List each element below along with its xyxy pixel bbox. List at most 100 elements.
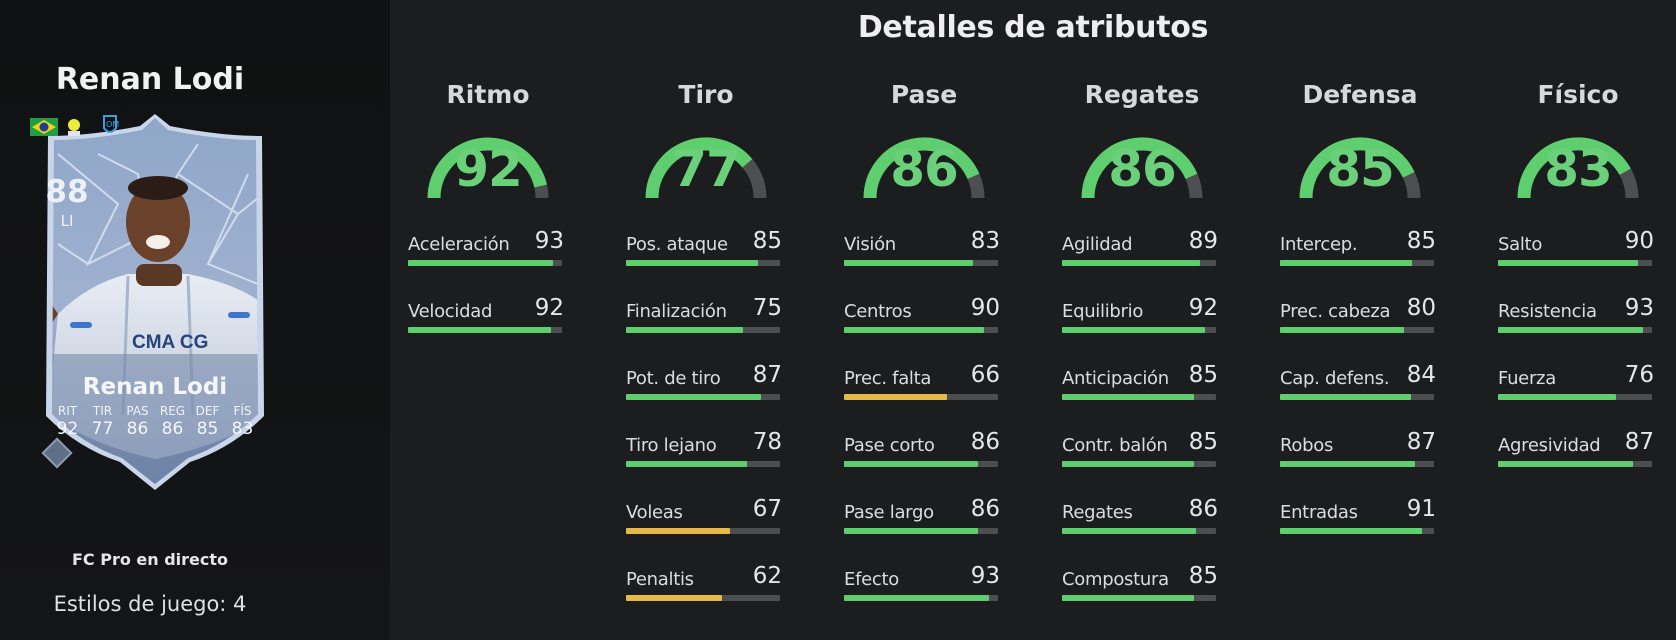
- attribute-bar-fill: [408, 327, 552, 333]
- gauge-fill: [1517, 137, 1631, 199]
- attribute-bar-track: [1062, 595, 1216, 601]
- attribute-bar-fill: [1062, 595, 1195, 601]
- attribute-row: Pase largo 86: [844, 496, 1004, 546]
- attribute-value: 78: [752, 429, 782, 455]
- attribute-row: Intercep. 85: [1280, 228, 1440, 278]
- card-stat-value: 85: [196, 419, 219, 439]
- attribute-row: Tiro lejano 78: [626, 429, 786, 479]
- attribute-value: 85: [752, 228, 782, 254]
- attribute-bar-track: [1498, 461, 1652, 467]
- attribute-label: Equilibrio: [1062, 301, 1144, 322]
- attribute-label: Anticipación: [1062, 368, 1169, 389]
- attribute-value: 87: [1624, 429, 1654, 455]
- category-value: 77: [672, 140, 741, 198]
- attribute-bar-fill: [1280, 394, 1411, 400]
- attribute-value: 86: [1188, 496, 1218, 522]
- card-stat: FÍS 83: [225, 404, 260, 439]
- attribute-bar-fill: [1280, 528, 1422, 534]
- attribute-value: 84: [1406, 362, 1436, 388]
- attribute-bar-fill: [1498, 461, 1634, 467]
- attribute-row: Regates 86: [1062, 496, 1222, 546]
- attribute-bar-track: [408, 260, 562, 266]
- attribute-label: Finalización: [626, 301, 727, 322]
- attribute-label: Prec. falta: [844, 368, 932, 389]
- player-card[interactable]: CMA CG 88 LI Renan Lodi RIT 92 TIR 77 PAS 8…: [28, 114, 282, 492]
- attribute-bar-fill: [626, 595, 723, 601]
- card-stat: TIR 77: [85, 404, 120, 439]
- category-defensa: Defensa 85: [1280, 80, 1440, 200]
- attribute-bar-track: [844, 260, 998, 266]
- attribute-value: 89: [1188, 228, 1218, 254]
- card-player-name: Renan Lodi: [82, 374, 228, 400]
- attribute-bar-track: [626, 394, 780, 400]
- category-name: Regates: [1084, 80, 1200, 109]
- player-summary-panel: Renan Lodi: [0, 0, 390, 640]
- attribute-bar-track: [626, 260, 780, 266]
- attribute-value: 85: [1188, 429, 1218, 455]
- attribute-row: Agresividad 87: [1498, 429, 1658, 479]
- attribute-label: Penaltis: [626, 569, 694, 590]
- category-value: 86: [890, 140, 959, 198]
- card-stat: RIT 92: [50, 404, 85, 439]
- category-gauge: 86: [1062, 114, 1222, 200]
- attribute-bar-track: [626, 327, 780, 333]
- attribute-row: Velocidad 92: [408, 295, 568, 345]
- card-stat-label: RIT: [57, 404, 78, 418]
- attribute-value: 91: [1406, 496, 1436, 522]
- attribute-bar-fill: [844, 327, 984, 333]
- attribute-label: Pos. ataque: [626, 234, 728, 255]
- attribute-label: Regates: [1062, 502, 1133, 523]
- category-name: Defensa: [1302, 80, 1418, 109]
- nation-flag-icon: [30, 118, 58, 136]
- attribute-value: 92: [1188, 295, 1218, 321]
- attribute-row: Aceleración 93: [408, 228, 568, 278]
- attribute-row: Equilibrio 92: [1062, 295, 1222, 345]
- attribute-row: Pase corto 86: [844, 429, 1004, 479]
- attribute-bar-track: [844, 327, 998, 333]
- attribute-bar-fill: [626, 528, 731, 534]
- attribute-label: Velocidad: [408, 301, 493, 322]
- attribute-bar-fill: [408, 260, 553, 266]
- attribute-label: Pase largo: [844, 502, 934, 523]
- category-gauge: 77: [626, 114, 786, 200]
- attribute-row: Efecto 93: [844, 563, 1004, 613]
- attribute-bar-track: [1498, 394, 1652, 400]
- attribute-row: Robos 87: [1280, 429, 1440, 479]
- attribute-value: 75: [752, 295, 782, 321]
- attribute-value: 66: [970, 362, 1000, 388]
- attribute-bar-fill: [844, 461, 978, 467]
- attribute-label: Voleas: [626, 502, 683, 523]
- attribute-label: Fuerza: [1498, 368, 1556, 389]
- svg-text:CMA CG: CMA CG: [132, 332, 208, 353]
- attribute-bar-fill: [1280, 327, 1405, 333]
- card-rating: 88: [45, 174, 89, 210]
- playstyles-count: Estilos de juego: 4: [53, 592, 247, 616]
- gauge-track: [967, 173, 985, 199]
- attribute-row: Cap. defens. 84: [1280, 362, 1440, 412]
- attribute-label: Cap. defens.: [1280, 368, 1390, 389]
- attribute-bar-track: [1498, 327, 1652, 333]
- attribute-row: Entradas 91: [1280, 496, 1440, 546]
- attribute-label: Compostura: [1062, 569, 1169, 590]
- attribute-label: Resistencia: [1498, 301, 1597, 322]
- attribute-label: Efecto: [844, 569, 899, 590]
- attribute-value: 93: [970, 563, 1000, 589]
- category-value: 85: [1326, 140, 1395, 198]
- attribute-value: 87: [752, 362, 782, 388]
- attribute-bar-fill: [844, 528, 978, 534]
- attribute-bar-fill: [844, 595, 989, 601]
- attribute-label: Intercep.: [1280, 234, 1358, 255]
- attribute-bar-track: [1280, 260, 1434, 266]
- card-stat: DEF 85: [190, 404, 225, 439]
- gauge-track: [1185, 173, 1203, 199]
- attribute-bar-track: [626, 461, 780, 467]
- attribute-row: Centros 90: [844, 295, 1004, 345]
- attribute-row: Prec. cabeza 80: [1280, 295, 1440, 345]
- attribute-bar-track: [1062, 260, 1216, 266]
- attribute-label: Centros: [844, 301, 912, 322]
- attribute-value: 93: [534, 228, 564, 254]
- club-crest-icon: OM: [103, 115, 119, 133]
- attribute-bar-track: [844, 595, 998, 601]
- category-gauge: 85: [1280, 114, 1440, 200]
- attribute-label: Pot. de tiro: [626, 368, 721, 389]
